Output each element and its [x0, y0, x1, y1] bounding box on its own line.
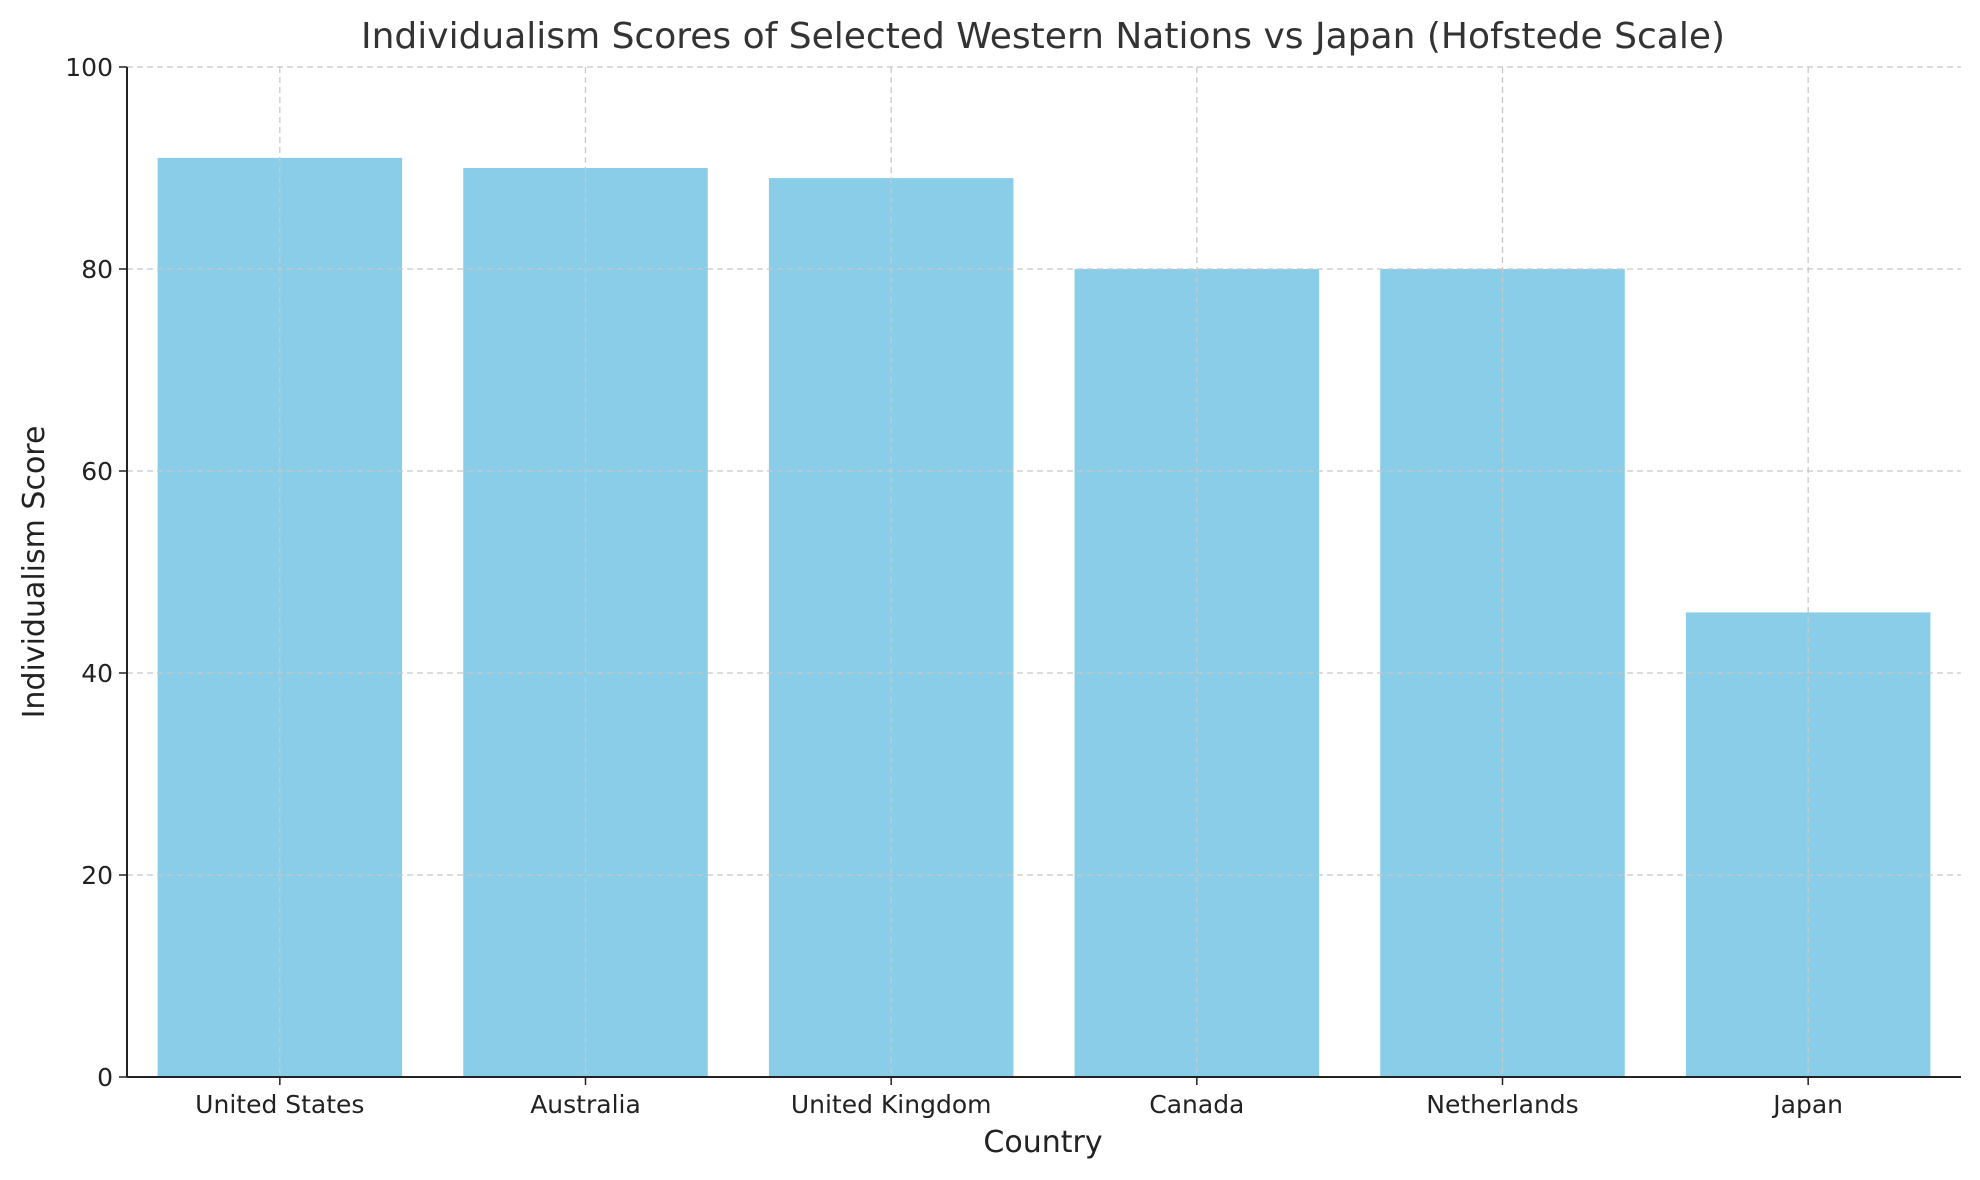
y-axis-label: Individualism Score	[17, 426, 52, 719]
y-ticks: 0 20 40 60 80 100	[65, 53, 127, 1092]
y-tick-label: 20	[81, 861, 113, 890]
x-axis-label: Country	[983, 1125, 1102, 1160]
y-tick-label: 100	[65, 53, 113, 82]
y-tick-label: 60	[81, 457, 113, 486]
x-tick-label: Canada	[1149, 1090, 1244, 1119]
y-tick-label: 40	[81, 659, 113, 688]
x-tick-label: Netherlands	[1426, 1090, 1578, 1119]
bars	[157, 157, 1931, 1078]
y-tick-label: 0	[97, 1063, 113, 1092]
x-tick-label: Japan	[1771, 1090, 1843, 1119]
chart-title: Individualism Scores of Selected Western…	[361, 16, 1725, 57]
x-tick-label: Australia	[530, 1090, 641, 1119]
x-ticks: United States Australia United Kingdom Cana…	[195, 1077, 1843, 1119]
y-tick-label: 80	[81, 255, 113, 284]
axes	[126, 67, 1961, 1078]
x-tick-label: United States	[195, 1090, 364, 1119]
x-tick-label: United Kingdom	[791, 1090, 992, 1119]
